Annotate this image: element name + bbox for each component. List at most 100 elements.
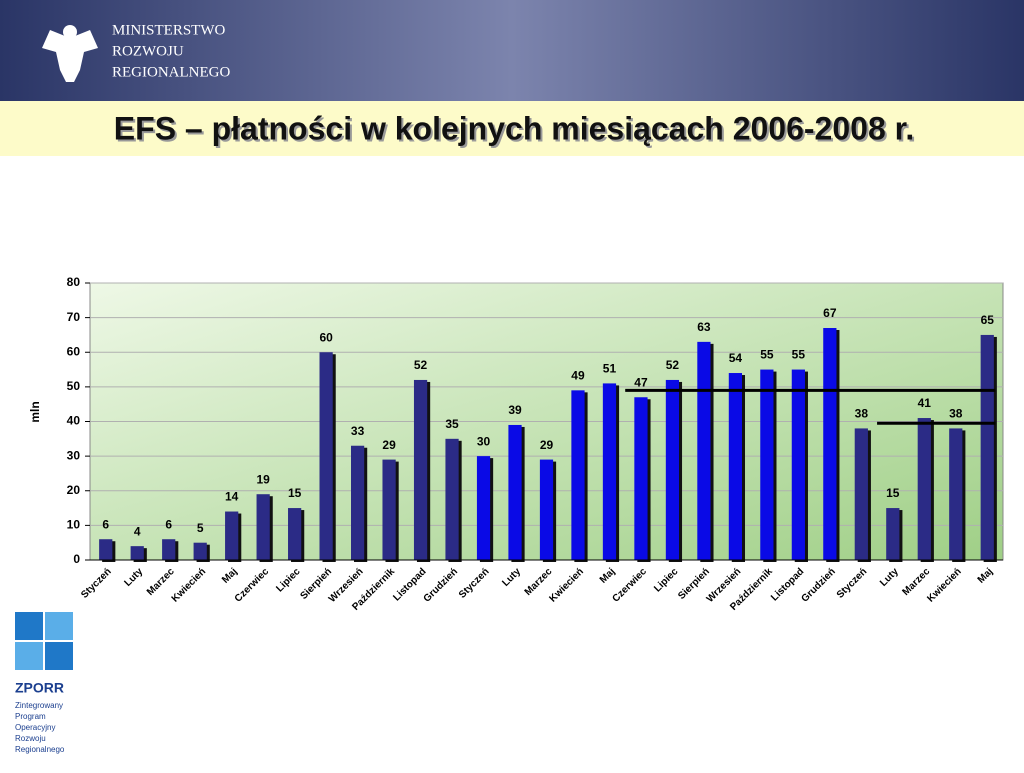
x-tick-label: Maj [220, 566, 240, 586]
value-label: 35 [445, 417, 459, 431]
bar [476, 456, 491, 560]
ministry-line: REGIONALNEGO [112, 64, 230, 80]
bar [256, 494, 270, 560]
title-shadow: EFS – płatności w kolejnych miesiącach 2… [116, 112, 916, 148]
value-label: 49 [571, 369, 585, 383]
value-label: 4 [134, 524, 141, 538]
x-tick-label: Styczeń [835, 566, 870, 601]
value-label: 29 [540, 438, 554, 452]
bar [791, 369, 805, 560]
x-tick-label: Kwiecień [170, 566, 208, 604]
value-label: 6 [102, 517, 109, 531]
bar [382, 459, 396, 560]
bar [288, 508, 302, 560]
zporr-puzzle [15, 612, 73, 670]
y-axis-label: mln [28, 401, 42, 422]
value-label: 54 [729, 351, 743, 365]
bar [539, 459, 554, 560]
bar [697, 341, 711, 560]
x-tick-label: Luty [123, 566, 146, 589]
bar [917, 418, 931, 560]
value-label: 65 [981, 313, 995, 327]
value-label: 67 [823, 306, 837, 320]
bar [225, 511, 239, 560]
value-label: 60 [319, 330, 333, 344]
bar [162, 539, 176, 560]
bar [99, 539, 113, 560]
bar [823, 328, 837, 560]
value-label: 52 [414, 358, 428, 372]
value-label: 38 [949, 407, 963, 421]
y-tick-label: 80 [67, 275, 81, 289]
value-label: 14 [225, 490, 239, 504]
value-label: 19 [256, 472, 270, 486]
x-tick-label: Luty [878, 566, 901, 589]
y-tick-label: 10 [67, 518, 81, 532]
x-tick-label: Styczeń [79, 566, 114, 601]
y-tick-label: 30 [67, 448, 81, 462]
x-tick-label: Kwiecień [925, 566, 963, 604]
value-label: 15 [886, 486, 900, 500]
bar [634, 397, 648, 560]
bar [886, 508, 900, 560]
bar [665, 379, 680, 560]
value-label: 6 [165, 517, 172, 531]
bar [980, 334, 994, 560]
x-tick-label: Luty [500, 566, 523, 589]
logo-line: Regionalnego [15, 745, 65, 754]
x-tick-label: Grudzień [799, 566, 837, 604]
bar [445, 438, 459, 560]
bar [571, 390, 585, 560]
bar [350, 445, 365, 560]
value-label: 52 [666, 358, 680, 372]
x-tick-label: Czerwiec [233, 566, 272, 605]
x-tick-label: Kwiecień [548, 566, 586, 604]
eagle-emblem [42, 25, 98, 82]
slide-title: EFS – płatności w kolejnych miesiącach 2… [114, 110, 914, 146]
value-label: 41 [918, 396, 932, 410]
x-tick-label: Grudzień [422, 566, 460, 604]
value-label: 15 [288, 486, 302, 500]
x-tick-label: Lipiec [274, 566, 303, 595]
bar [602, 383, 617, 560]
logo-line: Zintegrowany [15, 701, 63, 710]
bar [193, 542, 207, 560]
y-tick-label: 60 [67, 344, 81, 358]
y-tick-label: 70 [67, 310, 81, 324]
x-tick-label: Czerwiec [610, 566, 649, 605]
bar [413, 379, 428, 560]
y-tick-label: 50 [67, 379, 81, 393]
logo-line: Program [15, 712, 46, 721]
x-tick-label: Maj [976, 566, 996, 586]
value-label: 47 [634, 375, 648, 389]
y-tick-label: 20 [67, 483, 81, 497]
value-label: 29 [382, 438, 396, 452]
x-tick-label: Styczeń [457, 566, 492, 601]
bar [508, 424, 522, 560]
value-label: 55 [760, 348, 774, 362]
logo-name: ZPORR [15, 680, 64, 696]
title-band [0, 101, 1024, 156]
value-label: 30 [477, 434, 491, 448]
y-tick-label: 0 [73, 552, 80, 566]
logo-line: Operacyjny [15, 723, 55, 732]
value-label: 39 [508, 403, 522, 417]
value-label: 5 [197, 521, 204, 535]
bar [949, 428, 963, 560]
bar [728, 373, 743, 560]
header-band [0, 0, 1024, 101]
x-tick-label: Maj [598, 566, 618, 586]
x-tick-label: Lipiec [652, 566, 681, 595]
bar [319, 352, 333, 560]
bar [854, 428, 868, 560]
y-tick-label: 40 [67, 414, 81, 428]
value-label: 51 [603, 362, 617, 376]
bar [130, 546, 144, 560]
ministry-line: ROZWOJU [112, 43, 184, 59]
logo-line: Rozwoju [15, 734, 46, 743]
bar [760, 369, 774, 560]
ministry-line: MINISTERSTWO [112, 22, 225, 38]
value-label: 55 [792, 348, 806, 362]
value-label: 33 [351, 424, 365, 438]
